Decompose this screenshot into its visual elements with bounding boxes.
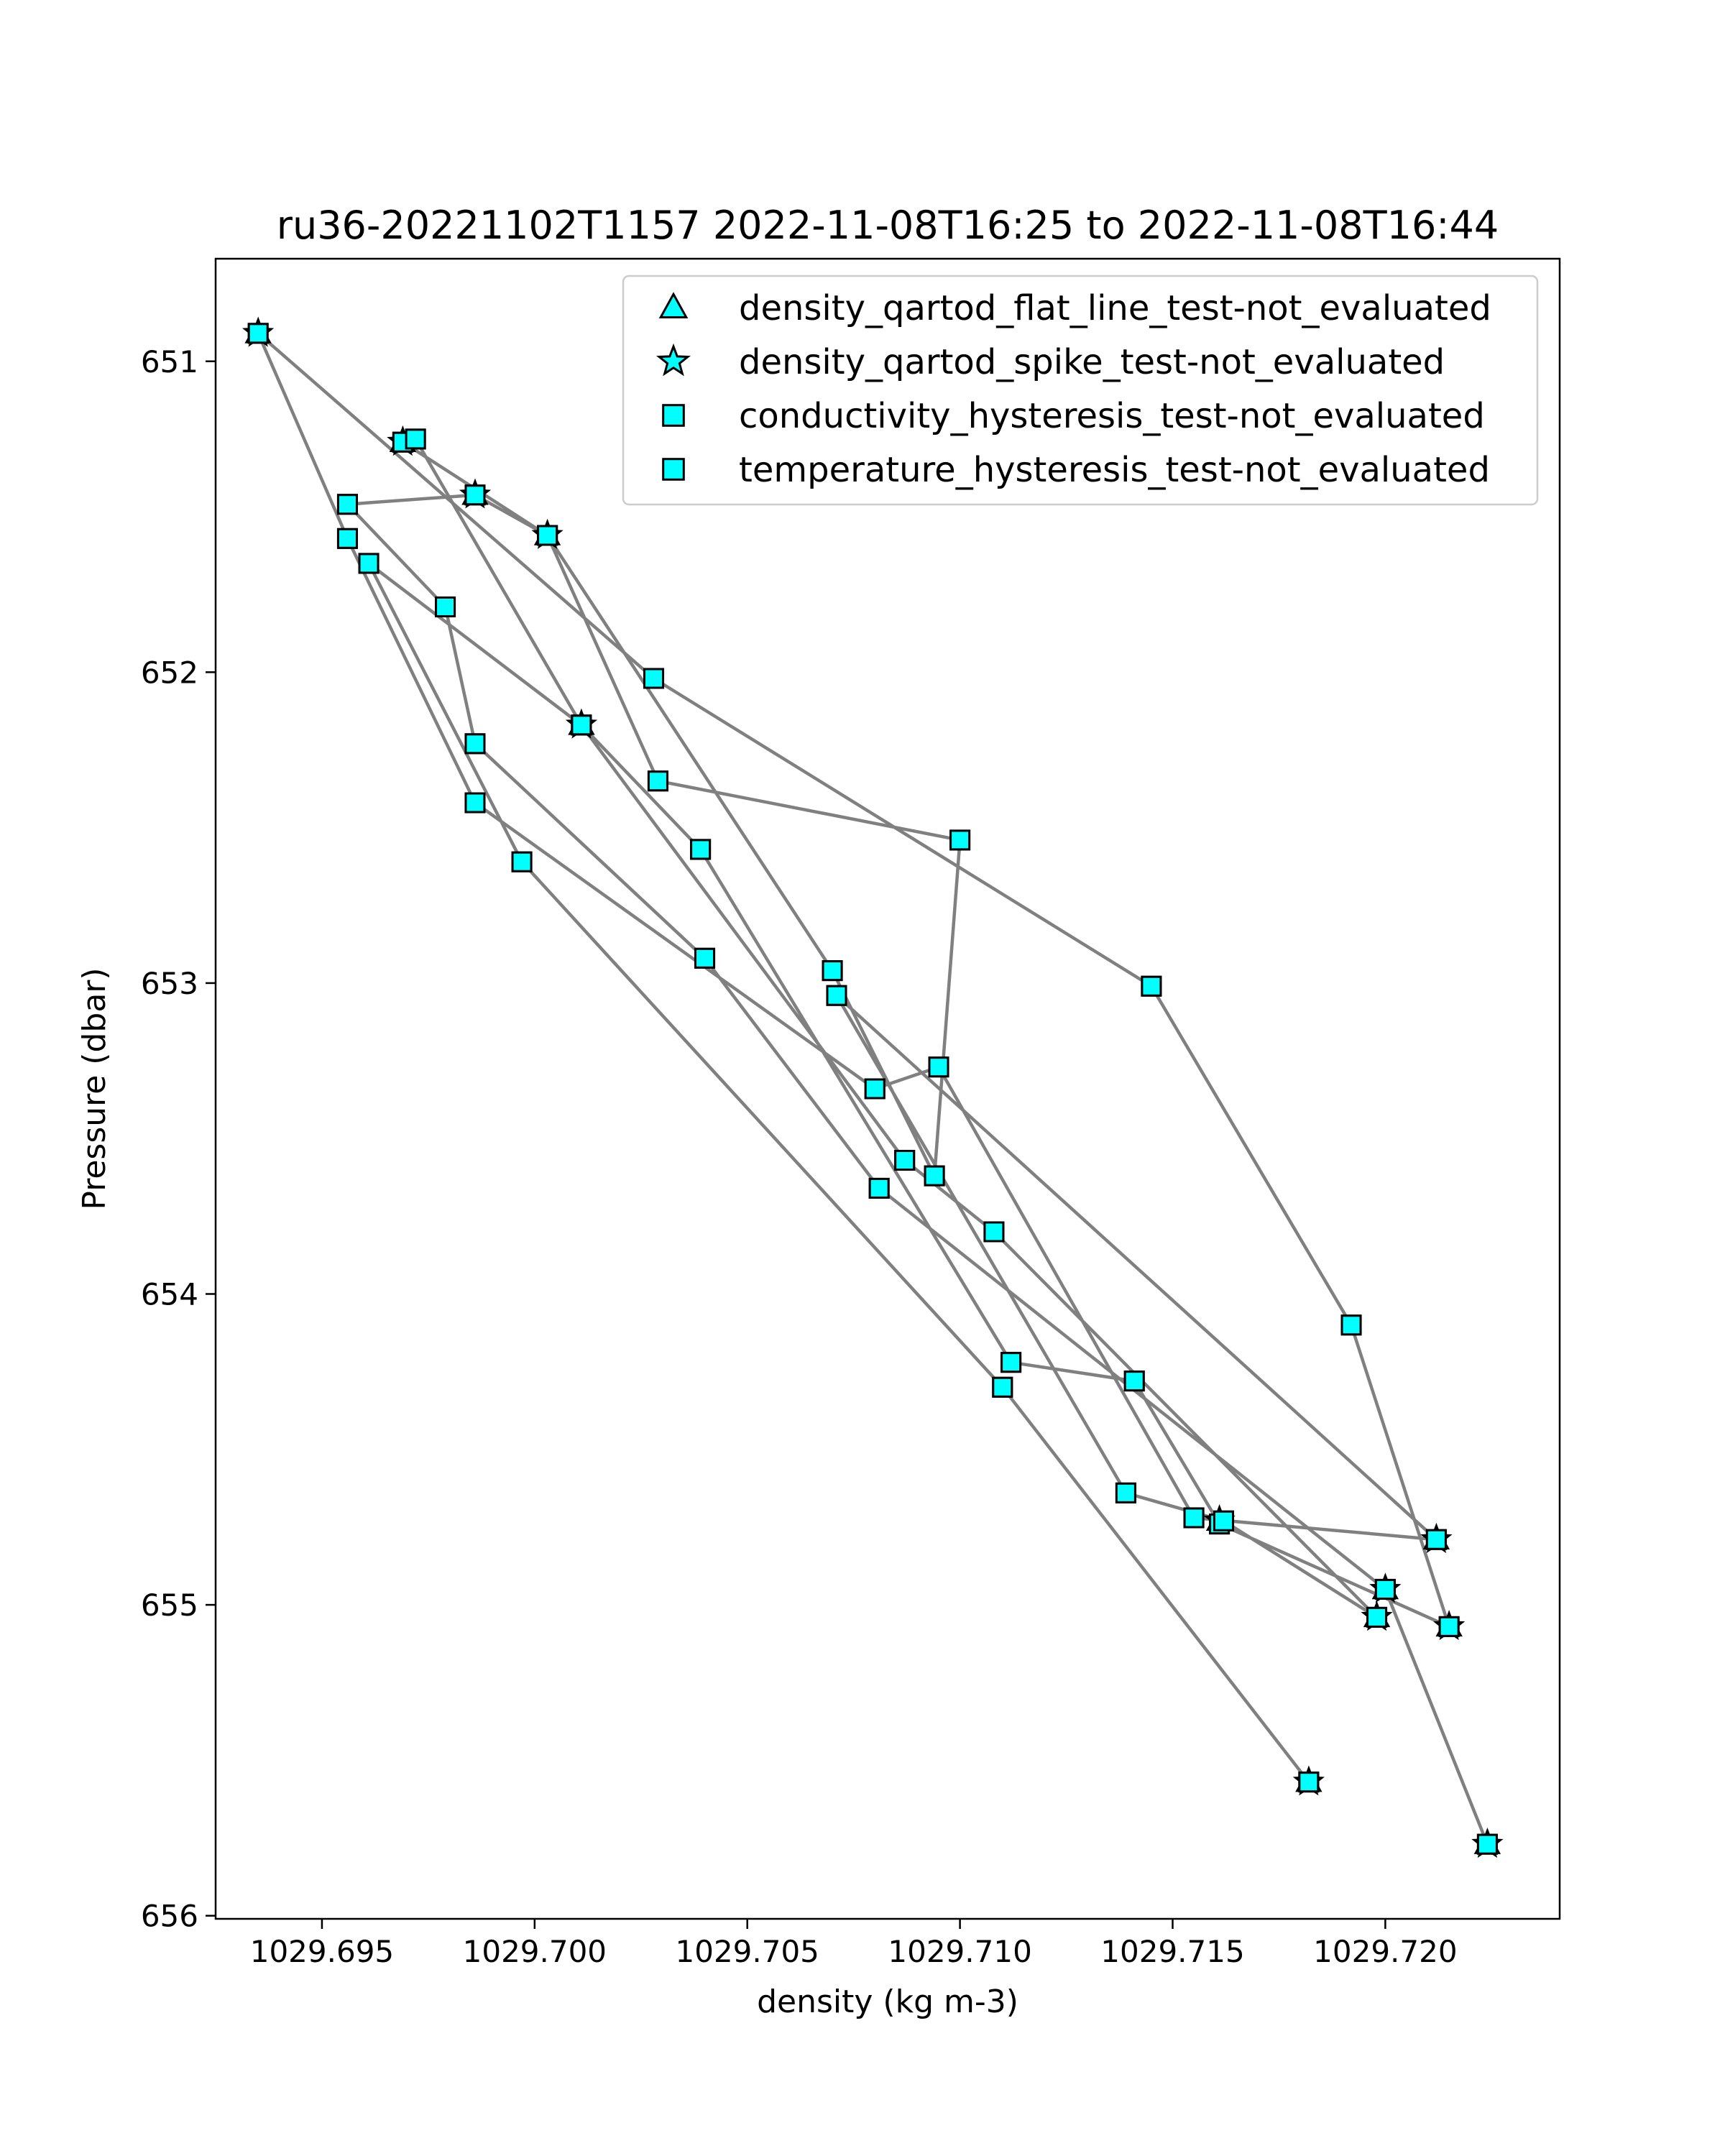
y-tick-label: 654 (141, 1277, 198, 1312)
x-tick-label: 1029.710 (888, 1934, 1031, 1969)
data-point-square (1438, 1616, 1460, 1637)
data-point-square (1425, 1529, 1447, 1550)
data-point-square (464, 792, 486, 814)
y-tick-label: 652 (141, 655, 198, 690)
data-point-square (1476, 1833, 1498, 1855)
legend-label: temperature_hysteresis_test-not_evaluate… (739, 450, 1490, 490)
legend-label: density_qartod_spike_test-not_evaluated (739, 342, 1445, 382)
data-point-square (1115, 1482, 1136, 1503)
plot-area (242, 316, 1504, 1858)
data-point-square (983, 1221, 1005, 1243)
chart-title: ru36-20221102T1157 2022-11-08T16:25 to 2… (277, 203, 1499, 248)
legend: density_qartod_flat_line_test-not_evalua… (622, 275, 1539, 506)
data-point-square (1374, 1578, 1396, 1600)
legend-label: density_qartod_flat_line_test-not_evalua… (739, 288, 1491, 328)
data-point-square (864, 1078, 886, 1100)
data-point-square (405, 428, 426, 450)
y-tick-label: 653 (141, 966, 198, 1001)
data-point-square (822, 960, 843, 982)
y-axis-label: Pressure (dbar) (76, 967, 113, 1210)
x-axis-label: density (kg m-3) (757, 1984, 1018, 2020)
data-point-square (694, 947, 716, 969)
y-axis: 651 652 653 654 655 656 (141, 344, 216, 1934)
series-4-markers (247, 323, 1498, 1855)
data-point-square (435, 596, 456, 617)
legend-marker-square (662, 458, 685, 481)
legend-marker-square (662, 404, 685, 427)
y-tick-label: 655 (141, 1588, 198, 1623)
data-point-square (928, 1056, 949, 1078)
x-tick-label: 1029.720 (1313, 1934, 1457, 1969)
data-point-square (690, 839, 712, 860)
data-point-square (643, 668, 665, 689)
data-point-square (336, 494, 358, 515)
x-tick-label: 1029.715 (1100, 1934, 1244, 1969)
data-point-square (1183, 1507, 1205, 1529)
plot-frame (214, 257, 1561, 1920)
data-point-square (1123, 1370, 1145, 1392)
x-tick-label: 1029.705 (676, 1934, 819, 1969)
data-point-square (464, 484, 486, 506)
data-point-square (511, 851, 533, 872)
data-point-square (537, 525, 558, 546)
data-point-square (868, 1177, 890, 1199)
y-tick-label: 651 (141, 344, 198, 379)
x-tick-label: 1029.695 (250, 1934, 394, 1969)
data-point-square (1213, 1510, 1234, 1531)
data-point-square (247, 323, 269, 344)
data-point-square (336, 528, 358, 549)
x-tick-label: 1029.700 (463, 1934, 607, 1969)
data-point-square (992, 1376, 1013, 1398)
data-point-square (1000, 1352, 1022, 1373)
data-point-square (358, 553, 380, 574)
data-point-square (1366, 1606, 1388, 1628)
data-point-square (647, 770, 668, 792)
legend-box (622, 275, 1539, 506)
x-axis: 1029.695 1029.700 1029.705 1029.710 1029.715… (250, 1919, 1458, 1969)
legend-label: conductivity_hysteresis_test-not_evaluat… (739, 396, 1485, 436)
legend-marker-triangle (658, 292, 689, 318)
data-point-square (571, 714, 592, 736)
data-point-square (1298, 1772, 1320, 1793)
data-point-square (924, 1165, 945, 1187)
y-tick-label: 656 (141, 1899, 198, 1934)
data-point-square (949, 829, 971, 851)
data-point-square (894, 1149, 916, 1171)
data-point-square (826, 985, 847, 1006)
data-point-square (1141, 975, 1162, 997)
data-point-square (464, 733, 486, 755)
data-point-square (1340, 1314, 1362, 1336)
legend-marker-star (656, 343, 691, 377)
